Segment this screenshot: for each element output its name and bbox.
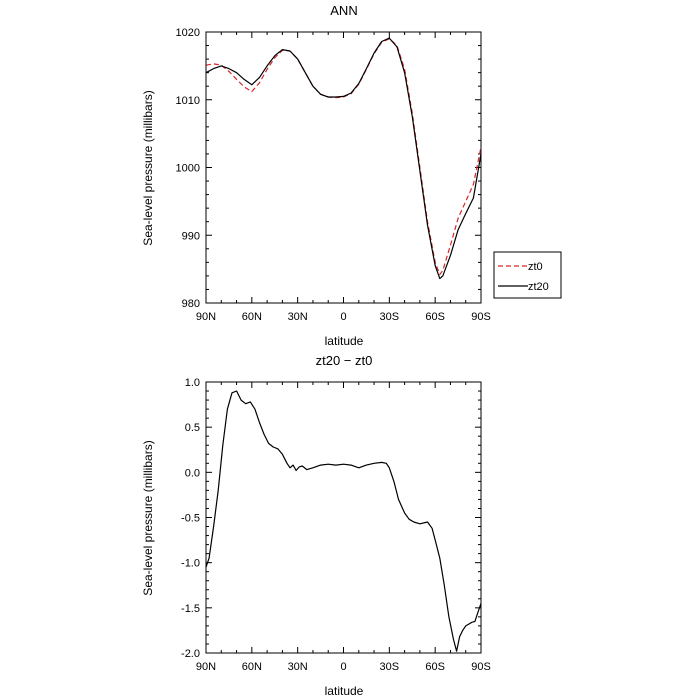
chart-title: ANN xyxy=(330,3,357,18)
y-tick-label: 980 xyxy=(182,298,200,310)
tick-labels: 90N 60N 30N 0 30S 60S 90S 980 990 1000 1010 1020 xyxy=(176,27,491,323)
x-tick-label: 60N xyxy=(242,661,262,673)
legend-label-zt20: zt20 xyxy=(528,281,549,293)
tick-marks xyxy=(205,381,482,654)
y-axis-label: Sea-level pressure (millibars) xyxy=(141,440,155,595)
y-tick-label: 1000 xyxy=(176,163,200,175)
y-axis-label: Sea-level pressure (millibars) xyxy=(141,90,155,245)
x-tick-label: 60S xyxy=(425,661,445,673)
legend-label-zt0: zt0 xyxy=(528,261,543,273)
y-tick-label: -1.0 xyxy=(181,558,200,570)
series-line-zt0 xyxy=(205,38,482,276)
series-line-zt20 xyxy=(205,37,482,280)
x-tick-label: 30S xyxy=(380,311,400,323)
y-tick-label: 0.0 xyxy=(185,467,200,479)
chart-panel-diff: zt20 − zt0 90N 60N 30N 0 30S 60S 90S -2.0 -1.5 -1… xyxy=(141,353,491,698)
x-tick-label: 30N xyxy=(288,311,308,323)
x-tick-label: 90S xyxy=(471,311,491,323)
legend: zt0 zt20 xyxy=(493,251,562,299)
x-axis-label: latitude xyxy=(325,334,364,348)
x-tick-label: 90N xyxy=(196,661,216,673)
x-axis-label: latitude xyxy=(325,684,364,698)
y-tick-label: 1.0 xyxy=(185,377,200,389)
chart-panel-ann: ANN 90N 60N 30N 0 30S 60S 90S 980 990 1000 1010 102… xyxy=(141,3,562,348)
y-tick-label: -1.5 xyxy=(181,603,200,615)
y-tick-label: 1010 xyxy=(176,95,200,107)
x-tick-label: 0 xyxy=(340,311,346,323)
plot-frame xyxy=(205,31,482,304)
x-tick-label: 0 xyxy=(340,661,346,673)
series-group xyxy=(205,390,482,652)
x-tick-label: 30N xyxy=(288,661,308,673)
plot-frame xyxy=(205,381,482,654)
y-tick-label: 0.5 xyxy=(185,422,200,434)
y-tick-label: -0.5 xyxy=(181,513,200,525)
x-tick-label: 90S xyxy=(471,661,491,673)
tick-marks xyxy=(205,31,482,304)
x-tick-label: 30S xyxy=(380,661,400,673)
series-group xyxy=(205,37,482,280)
y-tick-label: -2.0 xyxy=(181,648,200,660)
x-tick-label: 90N xyxy=(196,311,216,323)
x-tick-label: 60S xyxy=(425,311,445,323)
tick-labels: 90N 60N 30N 0 30S 60S 90S -2.0 -1.5 -1.0 -0.5 0.0 0.… xyxy=(181,377,491,673)
x-tick-label: 60N xyxy=(242,311,262,323)
y-tick-label: 1020 xyxy=(176,27,200,39)
y-tick-label: 990 xyxy=(182,230,200,242)
chart-title: zt20 − zt0 xyxy=(316,353,373,368)
series-line-series-0 xyxy=(205,390,482,652)
legend-box xyxy=(493,251,562,299)
